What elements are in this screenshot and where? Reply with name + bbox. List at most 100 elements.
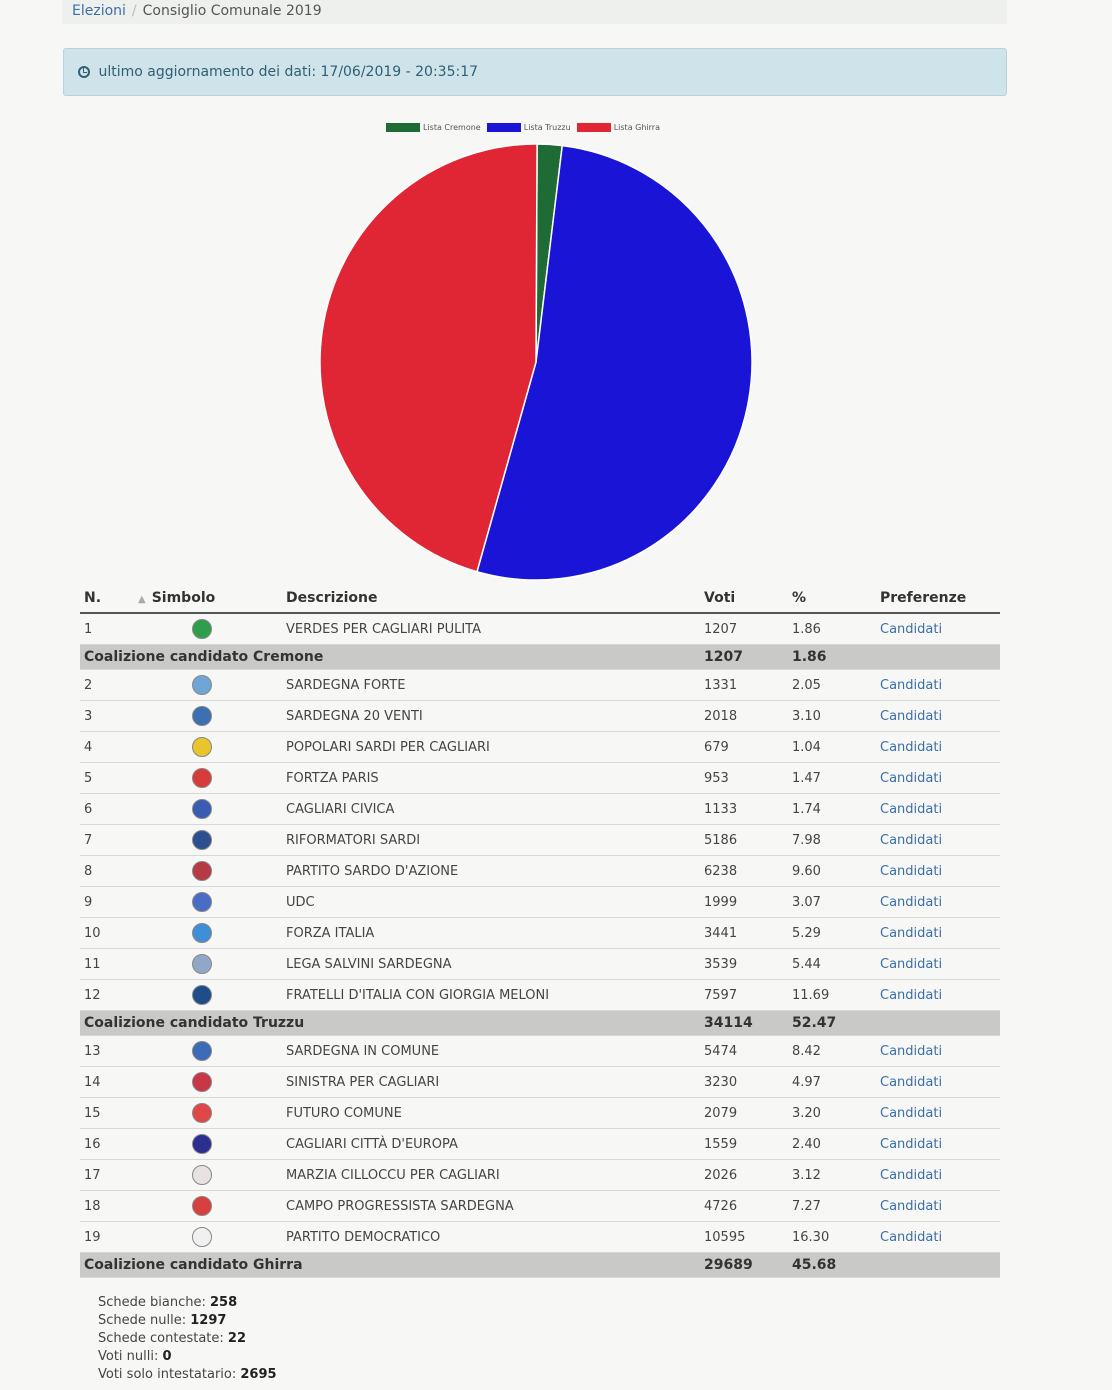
table-row: 19 PARTITO DEMOCRATICO 10595 16.30 Candidati (80, 1221, 1000, 1253)
stat-line: Schede contestate: 22 (98, 1330, 277, 1348)
verdes-logo-icon (192, 619, 212, 639)
stat-line: Schede nulle: 1297 (98, 1312, 277, 1330)
partito-democratico-logo-icon (192, 1227, 212, 1247)
row-number: 9 (80, 886, 134, 918)
candidati-link[interactable]: Candidati (880, 832, 943, 848)
marzia-cilloccu-logo-icon (192, 1165, 212, 1185)
candidati-link[interactable]: Candidati (880, 621, 943, 637)
candidati-link[interactable]: Candidati (880, 1074, 943, 1090)
row-number: 2 (80, 669, 134, 701)
row-preferences: Candidati (876, 886, 1000, 918)
stat-value: 0 (162, 1349, 172, 1364)
header-preferenze[interactable]: Preferenze (876, 584, 1000, 614)
row-percent: 1.86 (788, 613, 876, 645)
row-description: LEGA SALVINI SARDEGNA (282, 948, 700, 980)
row-description: FUTURO COMUNE (282, 1097, 700, 1129)
candidati-link[interactable]: Candidati (880, 925, 943, 941)
row-symbol (134, 731, 282, 763)
row-percent: 2.40 (788, 1128, 876, 1160)
row-percent: 16.30 (788, 1221, 876, 1253)
pie-slice-lista-ghirra[interactable] (319, 143, 538, 573)
row-votes: 3441 (700, 917, 788, 949)
table-row: 2 SARDEGNA FORTE 1331 2.05 Candidati (80, 669, 1000, 701)
row-number: 1 (80, 613, 134, 645)
candidati-link[interactable]: Candidati (880, 708, 943, 724)
candidati-link[interactable]: Candidati (880, 863, 943, 879)
candidati-link[interactable]: Candidati (880, 739, 943, 755)
legend-item-ghirra[interactable]: Lista Ghirra (576, 122, 660, 132)
row-symbol (134, 669, 282, 701)
candidati-link[interactable]: Candidati (880, 987, 943, 1003)
row-preferences: Candidati (876, 1128, 1000, 1160)
row-votes: 2079 (700, 1097, 788, 1129)
cagliari-citta-europa-logo-icon (192, 1134, 212, 1154)
candidati-link[interactable]: Candidati (880, 770, 943, 786)
stat-line: Schede bianche: 258 (98, 1294, 277, 1312)
header-descrizione[interactable]: Descrizione (282, 584, 700, 614)
campo-progressista-logo-icon (192, 1196, 212, 1216)
row-description: RIFORMATORI SARDI (282, 824, 700, 856)
cagliari-civica-logo-icon (192, 799, 212, 819)
header-perc[interactable]: % (788, 584, 876, 614)
row-symbol (134, 1190, 282, 1222)
sinistra-per-cagliari-logo-icon (192, 1072, 212, 1092)
header-n[interactable]: N. (80, 584, 134, 614)
row-symbol (134, 948, 282, 980)
stat-line: Voti nulli: 0 (98, 1348, 277, 1366)
sort-icon: ▲ (138, 594, 146, 605)
row-preferences: Candidati (876, 979, 1000, 1011)
row-votes: 5474 (700, 1035, 788, 1067)
row-percent: 1.04 (788, 731, 876, 763)
breadcrumb-current: Consiglio Comunale 2019 (142, 3, 322, 19)
row-description: SARDEGNA IN COMUNE (282, 1035, 700, 1067)
row-votes: 3230 (700, 1066, 788, 1098)
coalition-label: Coalizione candidato Cremone (80, 644, 700, 670)
coalition-empty (876, 644, 1000, 670)
candidati-link[interactable]: Candidati (880, 801, 943, 817)
coalition-percent: 45.68 (788, 1252, 876, 1278)
row-description: CAGLIARI CITTÀ D'EUROPA (282, 1128, 700, 1160)
row-votes: 6238 (700, 855, 788, 887)
row-votes: 1133 (700, 793, 788, 825)
row-number: 16 (80, 1128, 134, 1160)
header-voti[interactable]: Voti (700, 584, 788, 614)
row-percent: 7.98 (788, 824, 876, 856)
table-row: 15 FUTURO COMUNE 2079 3.20 Candidati (80, 1097, 1000, 1129)
candidati-link[interactable]: Candidati (880, 1043, 943, 1059)
coalition-label: Coalizione candidato Ghirra (80, 1252, 700, 1278)
candidati-link[interactable]: Candidati (880, 1136, 943, 1152)
row-preferences: Candidati (876, 1221, 1000, 1253)
stat-label: Schede nulle: (98, 1313, 187, 1328)
stat-value: 258 (210, 1295, 238, 1310)
row-description: PARTITO DEMOCRATICO (282, 1221, 700, 1253)
candidati-link[interactable]: Candidati (880, 1105, 943, 1121)
candidati-link[interactable]: Candidati (880, 1167, 943, 1183)
popolari-sardi-logo-icon (192, 737, 212, 757)
row-description: CAMPO PROGRESSISTA SARDEGNA (282, 1190, 700, 1222)
legend-item-cremone[interactable]: Lista Cremone (386, 122, 481, 132)
riformatori-sardi-logo-icon (192, 830, 212, 850)
table-row: 12 FRATELLI D'ITALIA CON GIORGIA MELONI 75… (80, 979, 1000, 1011)
legend-swatch-cremone (386, 122, 420, 132)
candidati-link[interactable]: Candidati (880, 1229, 943, 1245)
row-symbol (134, 1035, 282, 1067)
legend-item-truzzu[interactable]: Lista Truzzu (486, 122, 571, 132)
header-simbolo[interactable]: ▲ Simbolo (134, 584, 282, 614)
row-description: FORTZA PARIS (282, 762, 700, 794)
row-votes: 1999 (700, 886, 788, 918)
breadcrumb-home-link[interactable]: Elezioni (72, 3, 126, 19)
legend-label-ghirra: Lista Ghirra (613, 122, 660, 132)
candidati-link[interactable]: Candidati (880, 956, 943, 972)
candidati-link[interactable]: Candidati (880, 894, 943, 910)
row-number: 17 (80, 1159, 134, 1191)
candidati-link[interactable]: Candidati (880, 1198, 943, 1214)
lega-salvini-logo-icon (192, 954, 212, 974)
row-number: 7 (80, 824, 134, 856)
row-symbol (134, 1097, 282, 1129)
row-description: CAGLIARI CIVICA (282, 793, 700, 825)
row-number: 4 (80, 731, 134, 763)
table-row: 3 SARDEGNA 20 VENTI 2018 3.10 Candidati (80, 700, 1000, 732)
pie-slice-lista-truzzu[interactable] (476, 144, 753, 581)
candidati-link[interactable]: Candidati (880, 677, 943, 693)
row-preferences: Candidati (876, 824, 1000, 856)
